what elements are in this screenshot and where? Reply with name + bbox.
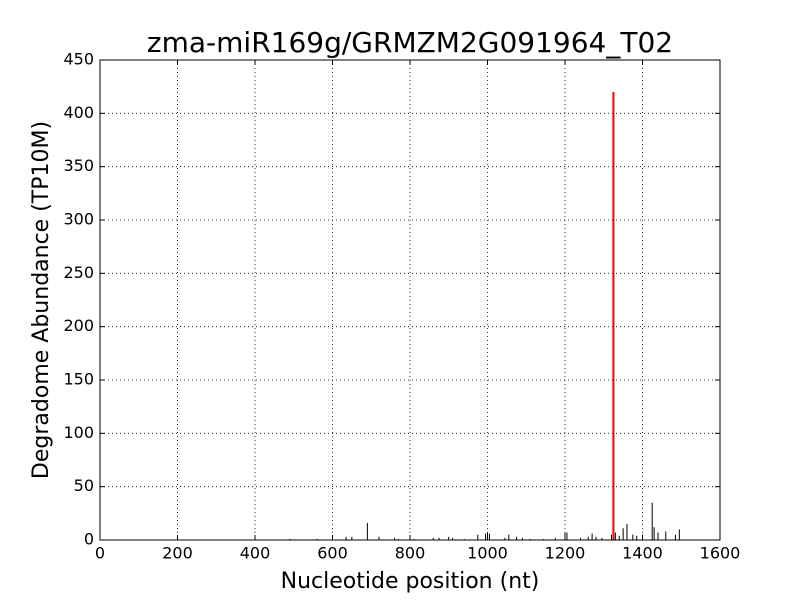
x-axis-label: Nucleotide position (nt)	[281, 569, 540, 594]
y-tick-label: 250	[63, 263, 94, 282]
y-tick-label: 300	[63, 210, 94, 229]
x-tick-label: 800	[395, 544, 426, 563]
plot-area: 0 50 100 150 200 250 300 350 400 450 0 200 400 600 800…	[63, 50, 740, 563]
y-tick-label: 150	[63, 370, 94, 389]
x-tick-label: 1000	[467, 544, 508, 563]
y-tick-label: 200	[63, 316, 94, 335]
y-tick-label: 350	[63, 156, 94, 175]
x-tick-label: 1200	[545, 544, 586, 563]
y-tick-label: 450	[63, 50, 94, 69]
y-tick-label: 400	[63, 103, 94, 122]
y-tick-label: 0	[84, 530, 94, 549]
x-tick-label: 600	[317, 544, 348, 563]
y-tick-label: 100	[63, 423, 94, 442]
y-axis-label: Degradome Abundance (TP10M)	[29, 121, 54, 479]
y-tick-label: 50	[74, 476, 94, 495]
x-tick-label: 200	[162, 544, 193, 563]
x-tick-label: 1400	[622, 544, 663, 563]
chart-title: zma-miR169g/GRMZM2G091964_T02	[147, 26, 673, 59]
x-tick-label: 0	[95, 544, 105, 563]
x-tick-label: 1600	[700, 544, 741, 563]
plot-frame	[99, 59, 721, 541]
x-tick-label: 400	[240, 544, 271, 563]
